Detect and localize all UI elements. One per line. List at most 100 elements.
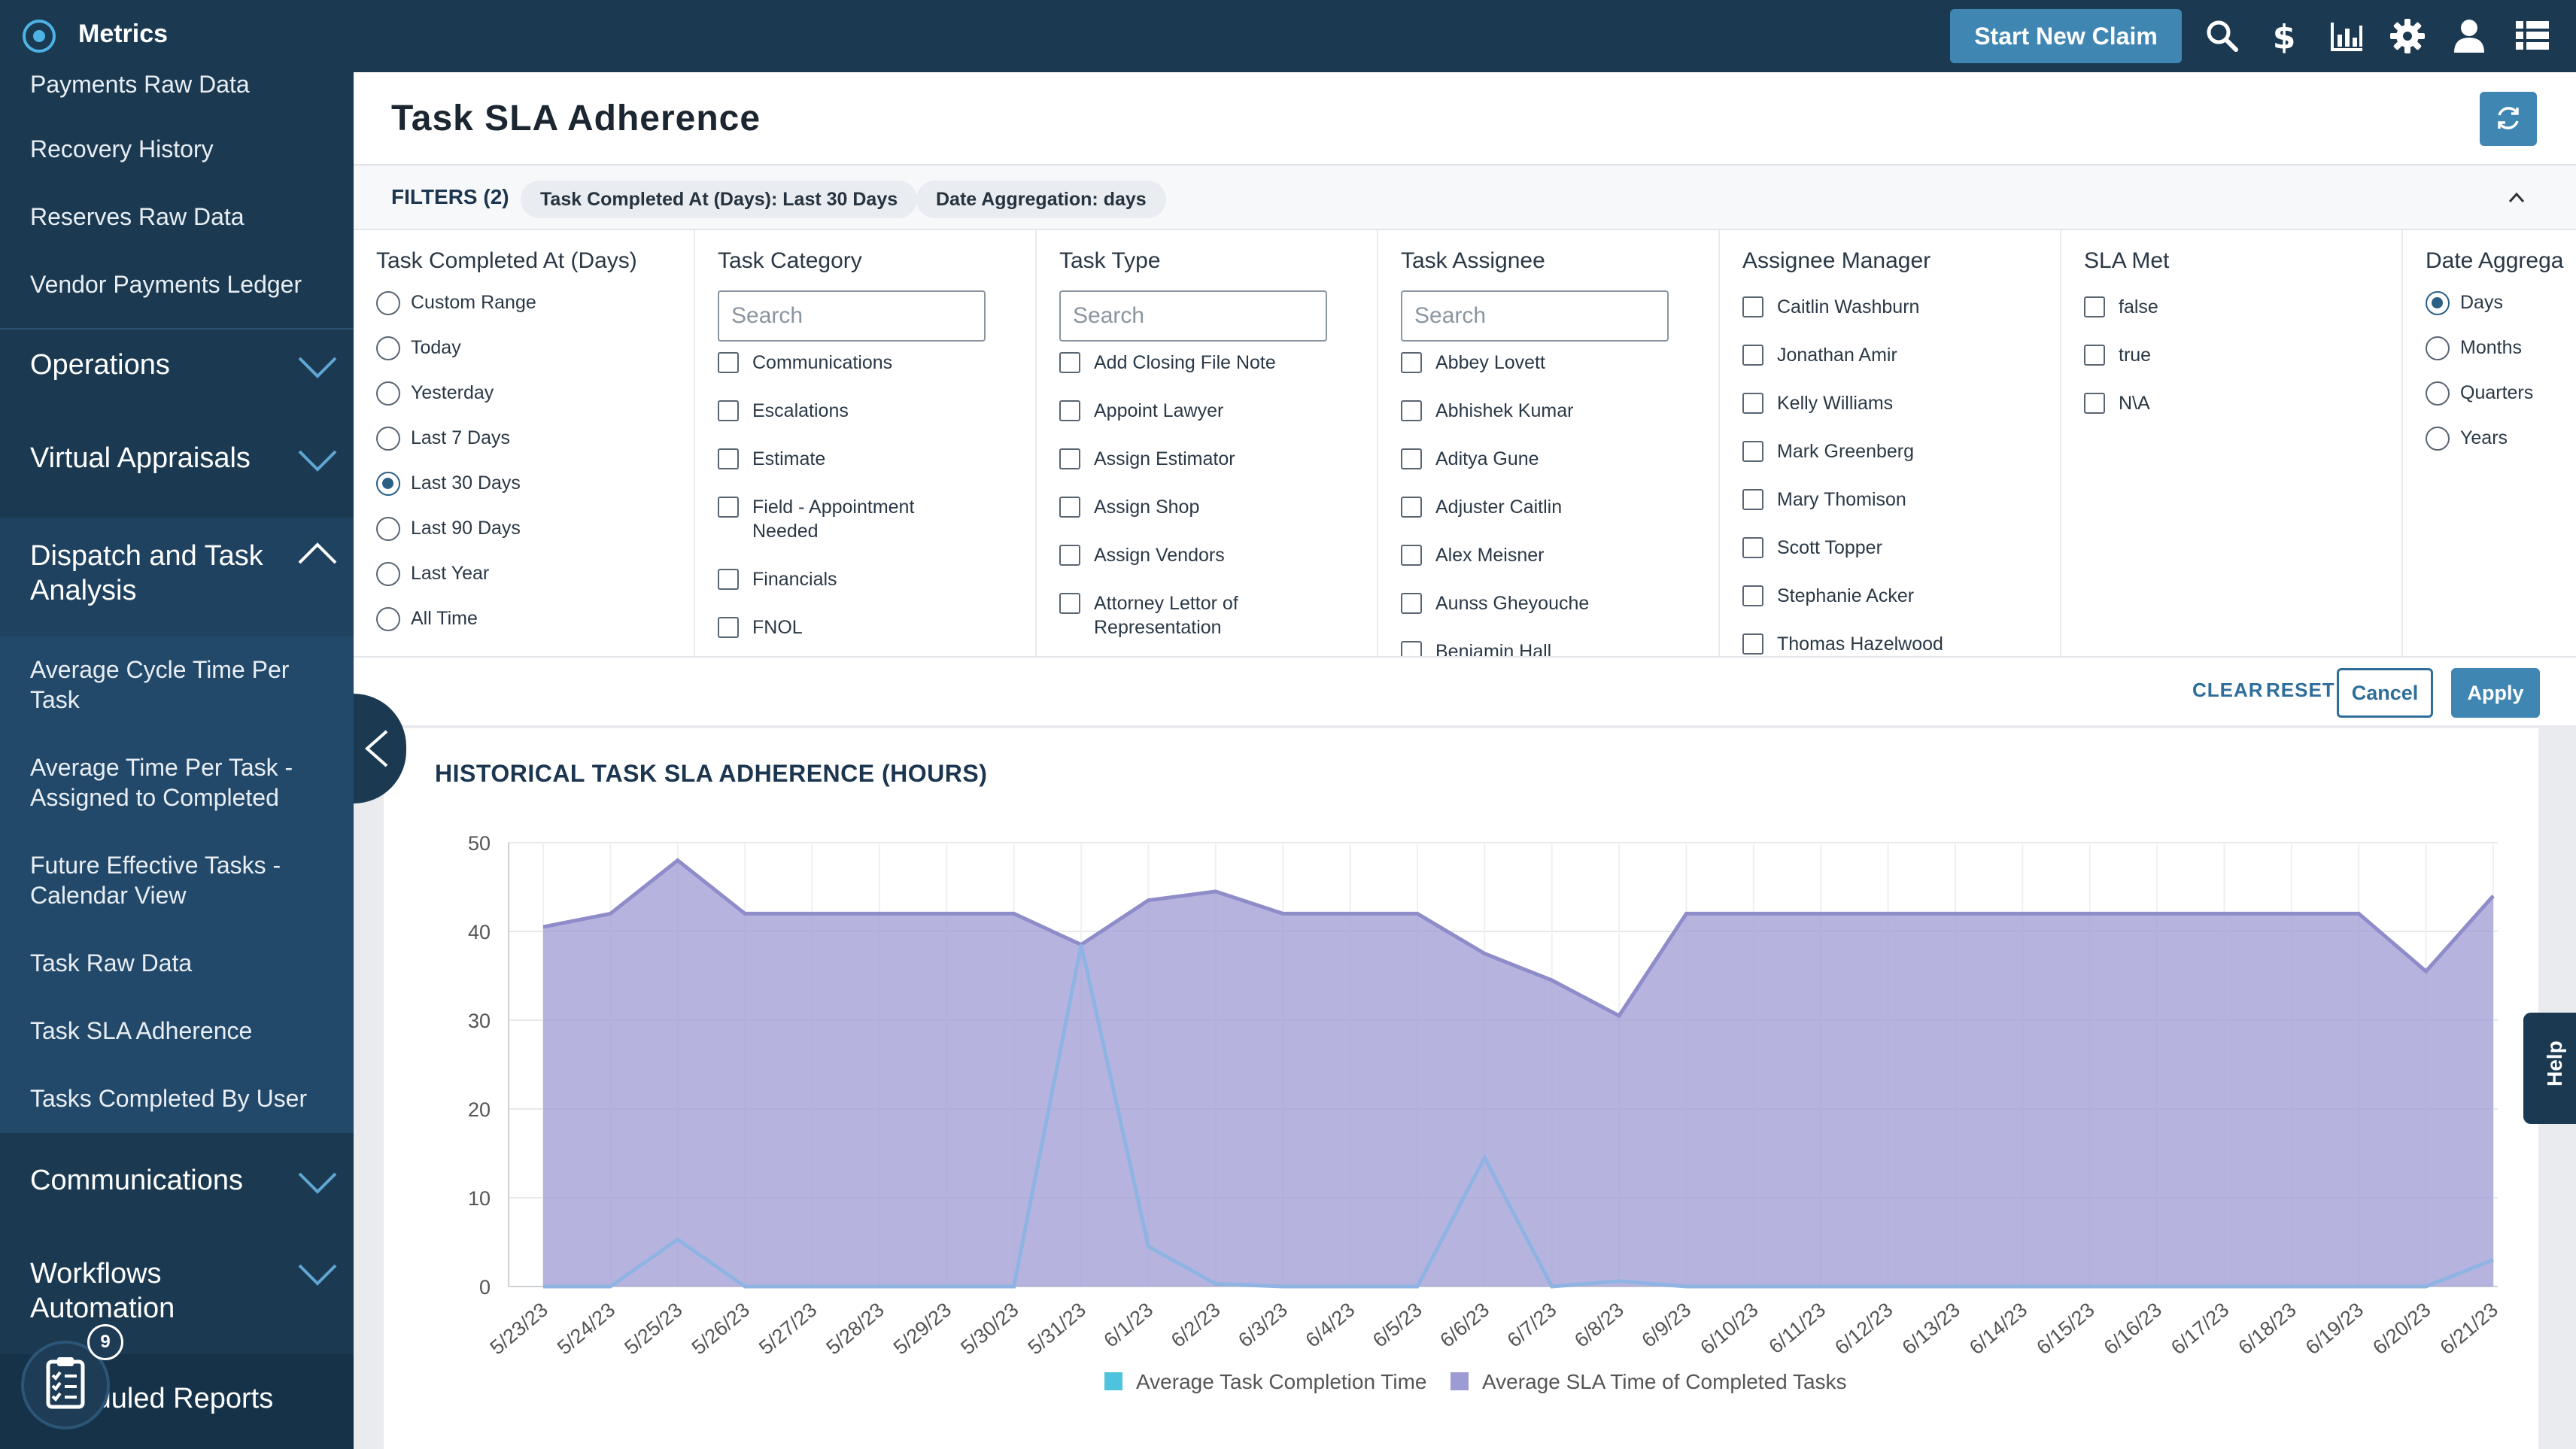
gear-icon[interactable] — [2388, 17, 2427, 56]
help-tab[interactable]: Help — [2523, 1013, 2576, 1124]
app-title[interactable]: Metrics — [78, 20, 169, 48]
chevron-down-icon[interactable] — [296, 447, 339, 474]
filter-checkbox-option[interactable]: Assign Estimator — [1059, 447, 1315, 471]
filter-checkbox-option[interactable]: Abbey Lovett — [1401, 351, 1657, 375]
filter-radio-option[interactable]: Last 7 Days — [376, 426, 632, 451]
sidebar-item-average-time-per-task[interactable]: Average Time Per Task - Assigned to Comp… — [30, 754, 293, 811]
radio-button[interactable] — [376, 381, 400, 406]
sidebar-item-reserves-raw-data[interactable]: Reserves Raw Data — [30, 203, 245, 230]
filter-checkbox-option[interactable]: Jonathan Amir — [1742, 343, 1998, 367]
filter-radio-option[interactable]: Months — [2426, 336, 2576, 360]
chevron-up-icon[interactable] — [296, 540, 339, 567]
filter-checkbox-option[interactable]: Mark Greenberg — [1742, 439, 1998, 463]
chevron-down-icon[interactable] — [296, 1261, 339, 1288]
checkbox[interactable] — [1401, 400, 1422, 421]
sidebar-item-task-sla-adherence[interactable]: Task SLA Adherence — [30, 1017, 253, 1044]
sidebar-item-vendor-payments-ledger[interactable]: Vendor Payments Ledger — [30, 271, 302, 298]
checkbox[interactable] — [1401, 497, 1422, 518]
checkbox[interactable] — [1742, 441, 1763, 462]
refresh-button[interactable] — [2480, 92, 2537, 146]
checkbox[interactable] — [1059, 545, 1080, 566]
chevron-down-icon[interactable] — [296, 1169, 339, 1196]
sidebar-group-communications[interactable]: Communications — [30, 1165, 243, 1196]
sidebar-item-recovery-history[interactable]: Recovery History — [30, 135, 214, 163]
checkbox[interactable] — [1401, 641, 1422, 656]
metrics-logo-icon[interactable] — [23, 20, 56, 53]
checkbox[interactable] — [718, 448, 739, 469]
filter-checkbox-option[interactable]: Thomas Hazelwood — [1742, 632, 1998, 656]
sidebar-item-future-effective-tasks[interactable]: Future Effective Tasks - Calendar View — [30, 852, 281, 909]
filter-radio-option[interactable]: All Time — [376, 606, 632, 631]
checkbox[interactable] — [1742, 345, 1763, 366]
checkbox[interactable] — [718, 569, 739, 590]
checkbox[interactable] — [1401, 593, 1422, 614]
checkbox[interactable] — [1059, 448, 1080, 469]
filter-checkbox-option[interactable]: FNOL — [718, 615, 974, 639]
filters-header[interactable]: FILTERS (2) Task Completed At (Days): La… — [354, 166, 2576, 230]
filter-chip-completed-at[interactable]: Task Completed At (Days): Last 30 Days — [521, 181, 918, 218]
radio-button[interactable] — [376, 517, 400, 541]
search-icon[interactable] — [2203, 17, 2242, 56]
filter-checkbox-option[interactable]: Scott Topper — [1742, 536, 1998, 560]
filter-checkbox-option[interactable]: Financials — [718, 567, 974, 591]
checkbox[interactable] — [718, 352, 739, 373]
radio-button[interactable] — [2426, 336, 2450, 360]
filter-checkbox-option[interactable]: Alex Meisner — [1401, 543, 1657, 567]
radio-button[interactable] — [376, 472, 400, 496]
checkbox[interactable] — [2084, 393, 2105, 414]
checkbox[interactable] — [1742, 489, 1763, 510]
filter-radio-option[interactable]: Yesterday — [376, 381, 632, 406]
filter-checkbox-option[interactable]: Kelly Williams — [1742, 391, 1998, 415]
radio-button[interactable] — [376, 336, 400, 360]
checkbox[interactable] — [718, 497, 739, 518]
checkbox[interactable] — [1059, 497, 1080, 518]
filter-checkbox-option[interactable]: false — [2084, 295, 2340, 319]
checkbox[interactable] — [1742, 633, 1763, 655]
filter-checkbox-option[interactable]: Adjuster Caitlin — [1401, 495, 1657, 519]
filter-search-input[interactable] — [1059, 290, 1327, 342]
reset-button[interactable]: RESET — [2266, 679, 2335, 701]
filter-checkbox-option[interactable]: Aunss Gheyouche — [1401, 591, 1657, 615]
filter-checkbox-option[interactable]: Estimate — [718, 447, 974, 471]
sidebar-item-average-cycle-time[interactable]: Average Cycle Time Per Task — [30, 656, 290, 713]
filter-checkbox-option[interactable]: Caitlin Washburn — [1742, 295, 1998, 319]
filter-radio-option[interactable]: Today — [376, 336, 632, 360]
clipboard-icon[interactable] — [24, 1344, 107, 1426]
filter-search-input[interactable] — [1401, 290, 1669, 342]
checkbox[interactable] — [2084, 345, 2105, 366]
sidebar-group-virtual-appraisals[interactable]: Virtual Appraisals — [30, 442, 251, 474]
user-icon[interactable] — [2450, 17, 2489, 56]
sidebar-group-workflows[interactable]: Workflows Automation — [30, 1258, 175, 1324]
sidebar-item-task-raw-data[interactable]: Task Raw Data — [30, 949, 193, 977]
filter-checkbox-option[interactable]: Communications — [718, 351, 974, 375]
filter-checkbox-option[interactable]: Assign Shop — [1059, 495, 1315, 519]
checkbox[interactable] — [1742, 537, 1763, 558]
filter-radio-option[interactable]: Last Year — [376, 561, 632, 586]
radio-button[interactable] — [376, 562, 400, 586]
filter-checkbox-option[interactable]: Appoint Lawyer — [1059, 399, 1315, 423]
cancel-button[interactable]: Cancel — [2337, 668, 2433, 718]
filter-radio-option[interactable]: Last 90 Days — [376, 516, 632, 541]
checkbox[interactable] — [1059, 593, 1080, 614]
checkbox[interactable] — [1742, 585, 1763, 606]
checkbox[interactable] — [718, 400, 739, 421]
radio-button[interactable] — [376, 427, 400, 451]
checkbox[interactable] — [1401, 352, 1422, 373]
checkbox[interactable] — [1401, 448, 1422, 469]
filter-checkbox-option[interactable]: N\A — [2084, 391, 2340, 415]
filter-checkbox-option[interactable]: Abhishek Kumar — [1401, 399, 1657, 423]
filter-radio-option[interactable]: Quarters — [2426, 381, 2576, 406]
checkbox[interactable] — [2084, 296, 2105, 317]
checkbox[interactable] — [1401, 545, 1422, 566]
filter-chip-date-aggregation[interactable]: Date Aggregation: days — [916, 181, 1166, 218]
start-new-claim-button[interactable]: Start New Claim — [1950, 9, 2182, 63]
sidebar-item-tasks-completed-by-user[interactable]: Tasks Completed By User — [30, 1085, 308, 1112]
sidebar-group-operations[interactable]: Operations — [30, 349, 170, 381]
checkbox[interactable] — [1742, 296, 1763, 317]
checkbox[interactable] — [1059, 352, 1080, 373]
filter-checkbox-option[interactable]: Add Closing File Note — [1059, 351, 1315, 375]
filter-search-input[interactable] — [718, 290, 986, 342]
chevron-down-icon[interactable] — [296, 354, 339, 381]
chevron-up-icon[interactable] — [2505, 187, 2528, 209]
sidebar-group-dispatch[interactable]: Dispatch and Task Analysis — [30, 540, 263, 606]
